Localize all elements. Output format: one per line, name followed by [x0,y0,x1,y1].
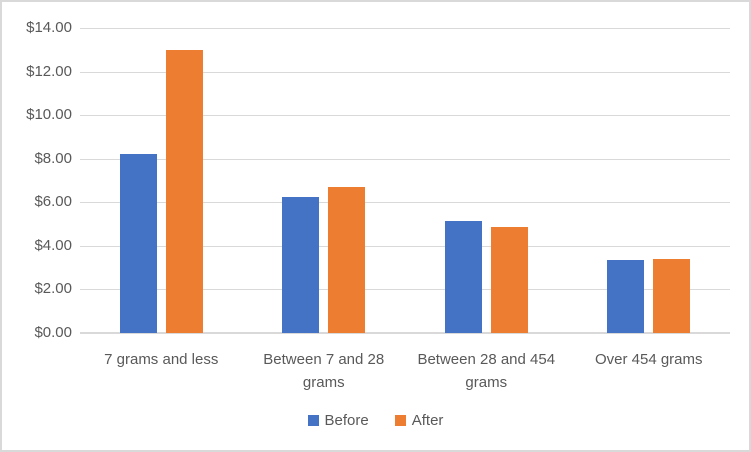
legend-swatch-icon [394,415,406,426]
bar-after [653,259,691,333]
bar-before [282,197,320,333]
y-axis: $0.00 $2.00 $4.00 $6.00 $8.00 $10.00 $12.00 $14… [2,19,72,341]
legend-label: After [411,412,444,429]
bar-after [165,50,203,333]
legend-label: Before [324,412,369,429]
y-tick-label: $10.00 [26,106,72,124]
x-axis-line [80,332,730,334]
bar-before [444,221,482,333]
gridline [80,289,730,291]
y-tick-label: $8.00 [34,149,72,167]
gridline [80,245,730,247]
plot-area [80,28,730,334]
y-tick-label: $14.00 [26,19,72,36]
y-tick-label: $12.00 [26,62,72,80]
legend-swatch-icon [307,415,319,426]
bar-after [328,187,366,333]
legend-item-after: After [394,412,444,429]
gridline [80,158,730,160]
bar-group [80,28,243,333]
legend-item-before: Before [307,412,369,429]
bar-group [243,28,406,333]
bar-group [568,28,731,333]
x-axis: 7 grams and less Between 7 and 28 grams Be… [80,335,730,394]
gridline [80,28,730,29]
y-tick-label: $0.00 [34,324,72,341]
legend: Before After [2,412,749,429]
gridline [80,202,730,204]
bar-groups [80,28,730,333]
bar-group [405,28,568,333]
bar-before [119,154,157,333]
x-tick-label: 7 grams and less [104,351,219,368]
bar-before [607,260,645,333]
gridline [80,71,730,73]
y-tick-label: $6.00 [34,193,72,211]
y-tick-label: $4.00 [34,236,72,254]
x-tick-label: Between 7 and 28 grams [263,351,385,391]
gridline [80,115,730,117]
y-tick-label: $2.00 [34,280,72,298]
x-tick-label: Over 454 grams [594,351,703,368]
x-tick-label: Between 28 and 454 grams [417,351,556,391]
bar-after [490,227,528,333]
